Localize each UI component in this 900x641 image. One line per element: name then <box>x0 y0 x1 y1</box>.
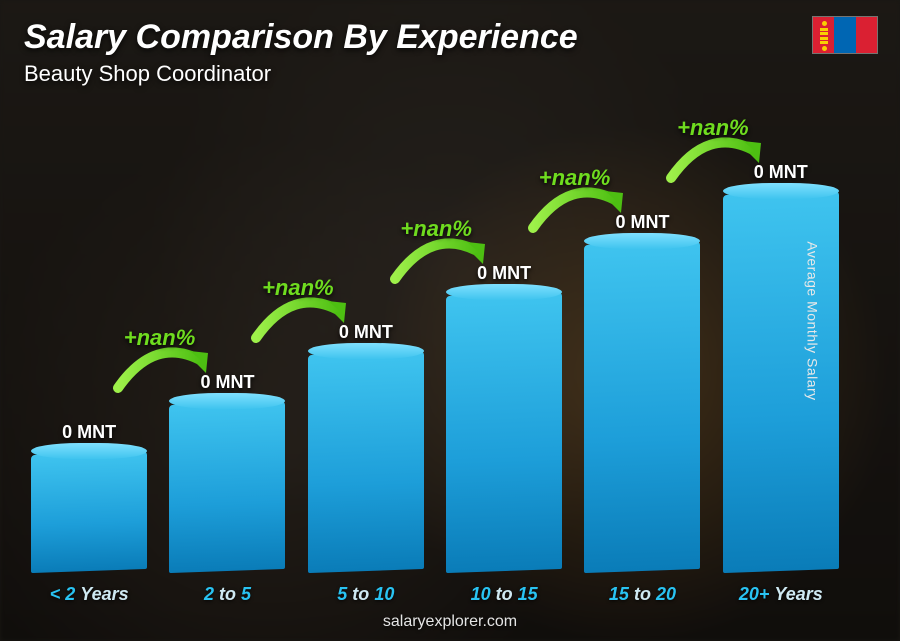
bar <box>446 292 562 573</box>
chart-subtitle: Beauty Shop Coordinator <box>24 61 578 87</box>
delta-label: +nan% <box>539 165 611 191</box>
delta-label: +nan% <box>400 216 472 242</box>
delta-label: +nan% <box>677 115 749 141</box>
x-axis-label: < 2 Years <box>50 584 129 605</box>
chart-title: Salary Comparison By Experience <box>24 18 578 57</box>
flag-stripe-3 <box>856 17 877 53</box>
x-axis-label: 2 to 5 <box>204 584 251 605</box>
flag-soyombo-icon <box>819 21 829 51</box>
chart-column: 0 MNT20+ Years <box>712 151 850 571</box>
bar <box>169 401 285 573</box>
delta-label: +nan% <box>262 275 334 301</box>
bar-wrap: 0 MNT <box>303 151 429 571</box>
bar <box>584 241 700 573</box>
x-axis-label: 5 to 10 <box>337 584 394 605</box>
flag-stripe-2 <box>834 17 855 53</box>
delta-label: +nan% <box>124 325 196 351</box>
bar-value-label: 0 MNT <box>62 422 116 443</box>
footer-credit: salaryexplorer.com <box>0 613 900 631</box>
x-axis-label: 10 to 15 <box>471 584 538 605</box>
bar-wrap: 0 MNT <box>718 151 844 571</box>
bar <box>31 451 147 573</box>
bar <box>308 351 424 573</box>
header: Salary Comparison By Experience Beauty S… <box>24 18 578 87</box>
country-flag-mongolia <box>812 16 878 54</box>
x-axis-label: 20+ Years <box>739 584 823 605</box>
x-axis-label: 15 to 20 <box>609 584 676 605</box>
y-axis-label: Average Monthly Salary <box>804 241 820 400</box>
bar <box>723 191 839 573</box>
chart-column: 0 MNT5 to 10 <box>297 151 435 571</box>
